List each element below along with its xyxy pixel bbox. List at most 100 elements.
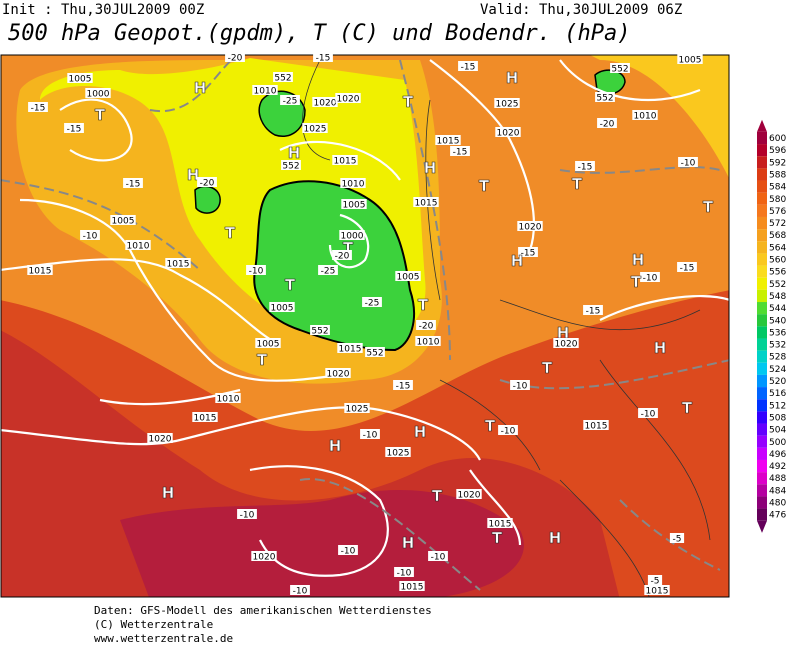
legend-label: 496	[769, 450, 786, 460]
legend-swatch	[757, 241, 767, 254]
label-box	[192, 412, 218, 422]
isotherm-label: -10	[363, 431, 378, 441]
isobar-label: 1015	[401, 583, 424, 593]
label-box	[395, 271, 421, 281]
isotherm	[1, 55, 729, 591]
pressure-center: T	[631, 273, 642, 291]
isotherm-label: -25	[283, 97, 298, 107]
isobar-label: 1020	[519, 223, 542, 233]
isobar-label: 1025	[346, 405, 369, 415]
label-box	[644, 585, 670, 595]
legend-label: 500	[769, 438, 786, 448]
hot-area	[120, 490, 524, 597]
label-box	[237, 509, 257, 519]
label-box	[678, 157, 698, 167]
isobar-label: 1020	[327, 370, 350, 380]
legend-swatch	[757, 144, 767, 157]
label-box	[125, 240, 151, 250]
label-box	[487, 518, 513, 528]
label-box	[362, 297, 382, 307]
isotherm-label: -10	[397, 569, 412, 579]
label-box	[332, 155, 358, 165]
isotherm-label: -10	[240, 511, 255, 521]
isotherm-label: -10	[681, 159, 696, 169]
label-box	[338, 545, 358, 555]
pressure-center: H	[187, 166, 200, 184]
label-box	[273, 72, 293, 82]
pressure-center: T	[703, 198, 714, 216]
legend-label: 520	[769, 377, 786, 387]
label-box	[165, 258, 191, 268]
isotherm-label: -15	[461, 63, 476, 73]
label-box	[313, 52, 333, 62]
legend-label: 528	[769, 353, 786, 363]
legend-label: 572	[769, 219, 786, 229]
legend-label: 504	[769, 426, 786, 436]
isobar-label: 552	[274, 74, 291, 84]
legend-swatch	[757, 229, 767, 242]
legend-label: 592	[769, 158, 786, 168]
legend-label: 556	[769, 268, 786, 278]
label-box	[399, 581, 425, 591]
legend-label: 540	[769, 316, 786, 326]
isobar-label: 1005	[271, 304, 294, 314]
label-box	[553, 338, 579, 348]
label-box	[597, 118, 617, 128]
isobar-label: 1015	[29, 267, 52, 277]
label-box	[28, 102, 48, 112]
legend-label: 548	[769, 292, 786, 302]
isobar-label: 1005	[69, 75, 92, 85]
isobar-label: 552	[311, 327, 328, 337]
isotherm-label: -10	[341, 547, 356, 557]
isobar-label: 1010	[634, 112, 657, 122]
label-box	[335, 93, 361, 103]
pressure-center: H	[654, 339, 667, 357]
label-box	[325, 368, 351, 378]
legend-swatch	[757, 192, 767, 205]
isobar-label: 1005	[343, 201, 366, 211]
legend-label: 596	[769, 146, 786, 156]
isotherm-label: -20	[228, 54, 243, 64]
isotherm-label: -15	[31, 104, 46, 114]
label-box	[416, 320, 436, 330]
legend-swatch	[757, 472, 767, 485]
isotherm-label: -20	[335, 252, 350, 262]
legend-label: 524	[769, 365, 786, 375]
pressure-center: H	[549, 529, 562, 547]
isotherm-label: -15	[126, 180, 141, 190]
isobar-label: 1010	[254, 87, 277, 97]
legend-swatch	[757, 302, 767, 315]
legend-label: 476	[769, 511, 786, 521]
label-box	[215, 393, 241, 403]
isobar-label: 1025	[387, 449, 410, 459]
isotherm-label: -20	[600, 120, 615, 130]
pressure-center: T	[479, 177, 490, 195]
legend-label: 564	[769, 243, 786, 253]
isobar-label: 1005	[679, 56, 702, 66]
legend-swatch	[757, 362, 767, 375]
isotherm-label: -15	[586, 307, 601, 317]
legend-swatch	[757, 277, 767, 290]
cool-area	[590, 55, 729, 179]
isobar-label: 1020	[314, 99, 337, 109]
pressure-center: T	[95, 106, 106, 124]
isobar-label: 1015	[167, 260, 190, 270]
legend: 600 596 592 588 584 580 576 572 568 564 560 556 552 5…	[757, 119, 786, 533]
isotherm-label: -20	[200, 179, 215, 189]
legend-swatch	[757, 411, 767, 424]
pressure-center: T	[403, 93, 414, 111]
legend-swatch	[757, 338, 767, 351]
legend-arrow	[757, 520, 767, 533]
legend-swatch	[757, 399, 767, 412]
valid-time: Valid: Thu,30JUL2009 06Z	[480, 2, 682, 18]
footer-line: www.wetterzentrale.de	[94, 632, 233, 645]
isobar-label: 1015	[415, 199, 438, 209]
legend-swatch	[757, 508, 767, 521]
label-box	[394, 567, 414, 577]
isobar-label: 1020	[253, 553, 276, 563]
legend-label: 484	[769, 486, 786, 496]
label-box	[640, 272, 660, 282]
label-box	[147, 433, 173, 443]
isotherm-label: -15	[578, 163, 593, 173]
